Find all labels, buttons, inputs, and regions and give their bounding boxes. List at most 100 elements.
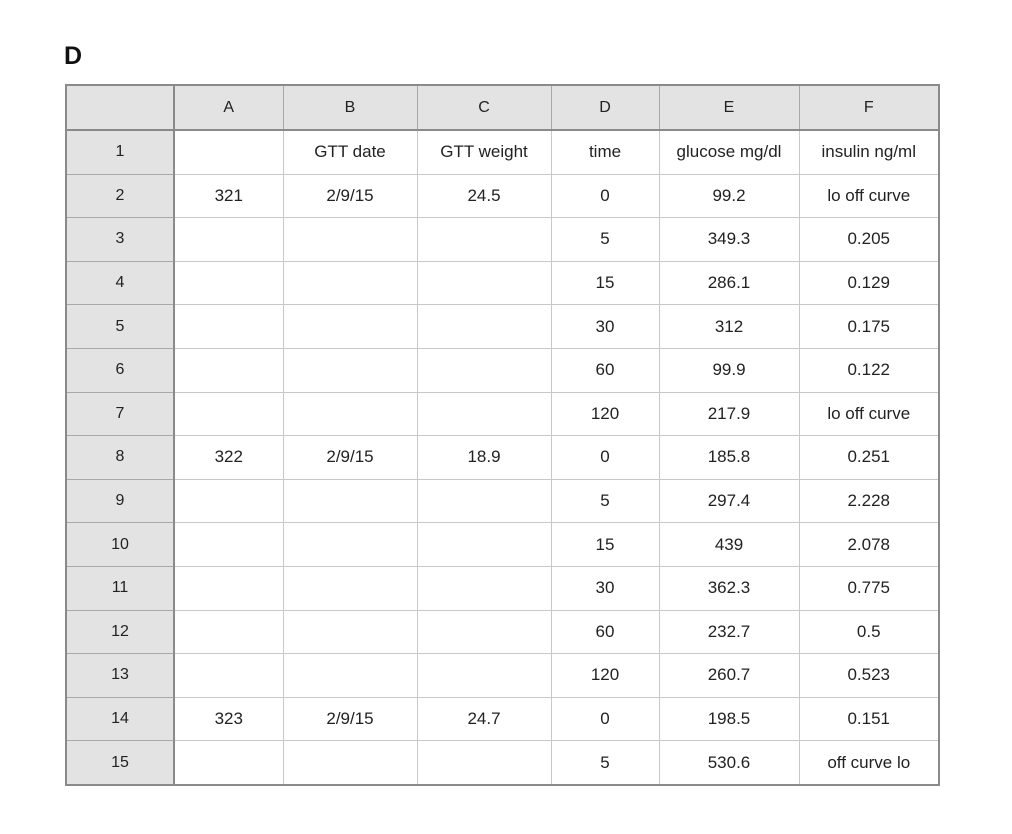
cell-a13[interactable] [173, 653, 284, 698]
cell-f15[interactable]: off curve lo [798, 740, 940, 786]
cell-f3[interactable]: 0.205 [798, 217, 940, 262]
cell-b7[interactable] [282, 391, 418, 437]
cell-a14[interactable]: 323 [173, 696, 284, 742]
column-header-d[interactable]: D [550, 84, 660, 131]
cell-b15[interactable] [282, 740, 418, 786]
cell-d14[interactable]: 0 [550, 696, 660, 742]
cell-a6[interactable] [173, 347, 284, 393]
row-header-13[interactable]: 13 [65, 653, 175, 698]
cell-c14[interactable]: 24.7 [416, 696, 552, 742]
row-header-12[interactable]: 12 [65, 609, 175, 655]
cell-a5[interactable] [173, 304, 284, 349]
cell-f8[interactable]: 0.251 [798, 435, 940, 480]
cell-e3[interactable]: 349.3 [658, 217, 800, 262]
cell-d5[interactable]: 30 [550, 304, 660, 349]
row-header-9[interactable]: 9 [65, 478, 175, 524]
cell-b13[interactable] [282, 653, 418, 698]
cell-e12[interactable]: 232.7 [658, 609, 800, 655]
cell-d9[interactable]: 5 [550, 478, 660, 524]
cell-e4[interactable]: 286.1 [658, 260, 800, 306]
row-header-5[interactable]: 5 [65, 304, 175, 349]
column-header-b[interactable]: B [282, 84, 418, 131]
cell-e13[interactable]: 260.7 [658, 653, 800, 698]
cell-b9[interactable] [282, 478, 418, 524]
cell-b14[interactable]: 2/9/15 [282, 696, 418, 742]
cell-f6[interactable]: 0.122 [798, 347, 940, 393]
cell-b4[interactable] [282, 260, 418, 306]
cell-e2[interactable]: 99.2 [658, 173, 800, 219]
cell-e14[interactable]: 198.5 [658, 696, 800, 742]
column-header-a[interactable]: A [173, 84, 284, 131]
cell-a3[interactable] [173, 217, 284, 262]
cell-d1[interactable]: time [550, 129, 660, 175]
cell-b10[interactable] [282, 522, 418, 567]
cell-e11[interactable]: 362.3 [658, 565, 800, 611]
cell-a8[interactable]: 322 [173, 435, 284, 480]
cell-e15[interactable]: 530.6 [658, 740, 800, 786]
cell-d3[interactable]: 5 [550, 217, 660, 262]
row-header-15[interactable]: 15 [65, 740, 175, 786]
cell-f14[interactable]: 0.151 [798, 696, 940, 742]
cell-c4[interactable] [416, 260, 552, 306]
cell-a10[interactable] [173, 522, 284, 567]
cell-c8[interactable]: 18.9 [416, 435, 552, 480]
cell-c12[interactable] [416, 609, 552, 655]
cell-f4[interactable]: 0.129 [798, 260, 940, 306]
cell-e6[interactable]: 99.9 [658, 347, 800, 393]
cell-b5[interactable] [282, 304, 418, 349]
cell-f9[interactable]: 2.228 [798, 478, 940, 524]
cell-a15[interactable] [173, 740, 284, 786]
cell-b3[interactable] [282, 217, 418, 262]
row-header-8[interactable]: 8 [65, 435, 175, 480]
cell-d4[interactable]: 15 [550, 260, 660, 306]
cell-b2[interactable]: 2/9/15 [282, 173, 418, 219]
cell-f10[interactable]: 2.078 [798, 522, 940, 567]
cell-c6[interactable] [416, 347, 552, 393]
cell-f5[interactable]: 0.175 [798, 304, 940, 349]
cell-b12[interactable] [282, 609, 418, 655]
cell-d6[interactable]: 60 [550, 347, 660, 393]
cell-f1[interactable]: insulin ng/ml [798, 129, 940, 175]
cell-d7[interactable]: 120 [550, 391, 660, 437]
cell-e8[interactable]: 185.8 [658, 435, 800, 480]
row-header-10[interactable]: 10 [65, 522, 175, 567]
cell-a9[interactable] [173, 478, 284, 524]
cell-d12[interactable]: 60 [550, 609, 660, 655]
cell-c9[interactable] [416, 478, 552, 524]
cell-c5[interactable] [416, 304, 552, 349]
cell-f12[interactable]: 0.5 [798, 609, 940, 655]
row-header-14[interactable]: 14 [65, 696, 175, 742]
row-header-11[interactable]: 11 [65, 565, 175, 611]
cell-c11[interactable] [416, 565, 552, 611]
cell-c10[interactable] [416, 522, 552, 567]
cell-d10[interactable]: 15 [550, 522, 660, 567]
row-header-6[interactable]: 6 [65, 347, 175, 393]
cell-e10[interactable]: 439 [658, 522, 800, 567]
cell-c13[interactable] [416, 653, 552, 698]
cell-c2[interactable]: 24.5 [416, 173, 552, 219]
cell-d8[interactable]: 0 [550, 435, 660, 480]
cell-c1[interactable]: GTT weight [416, 129, 552, 175]
cell-c7[interactable] [416, 391, 552, 437]
cell-c3[interactable] [416, 217, 552, 262]
cell-e1[interactable]: glucose mg/dl [658, 129, 800, 175]
cell-d15[interactable]: 5 [550, 740, 660, 786]
cell-f11[interactable]: 0.775 [798, 565, 940, 611]
cell-a2[interactable]: 321 [173, 173, 284, 219]
cell-a4[interactable] [173, 260, 284, 306]
cell-d2[interactable]: 0 [550, 173, 660, 219]
cell-a11[interactable] [173, 565, 284, 611]
column-header-f[interactable]: F [798, 84, 940, 131]
row-header-4[interactable]: 4 [65, 260, 175, 306]
cell-e5[interactable]: 312 [658, 304, 800, 349]
cell-e9[interactable]: 297.4 [658, 478, 800, 524]
column-header-c[interactable]: C [416, 84, 552, 131]
cell-b6[interactable] [282, 347, 418, 393]
cell-a1[interactable] [173, 129, 284, 175]
column-header-e[interactable]: E [658, 84, 800, 131]
cell-b11[interactable] [282, 565, 418, 611]
cell-c15[interactable] [416, 740, 552, 786]
cell-f2[interactable]: lo off curve [798, 173, 940, 219]
cell-f13[interactable]: 0.523 [798, 653, 940, 698]
cell-f7[interactable]: lo off curve [798, 391, 940, 437]
